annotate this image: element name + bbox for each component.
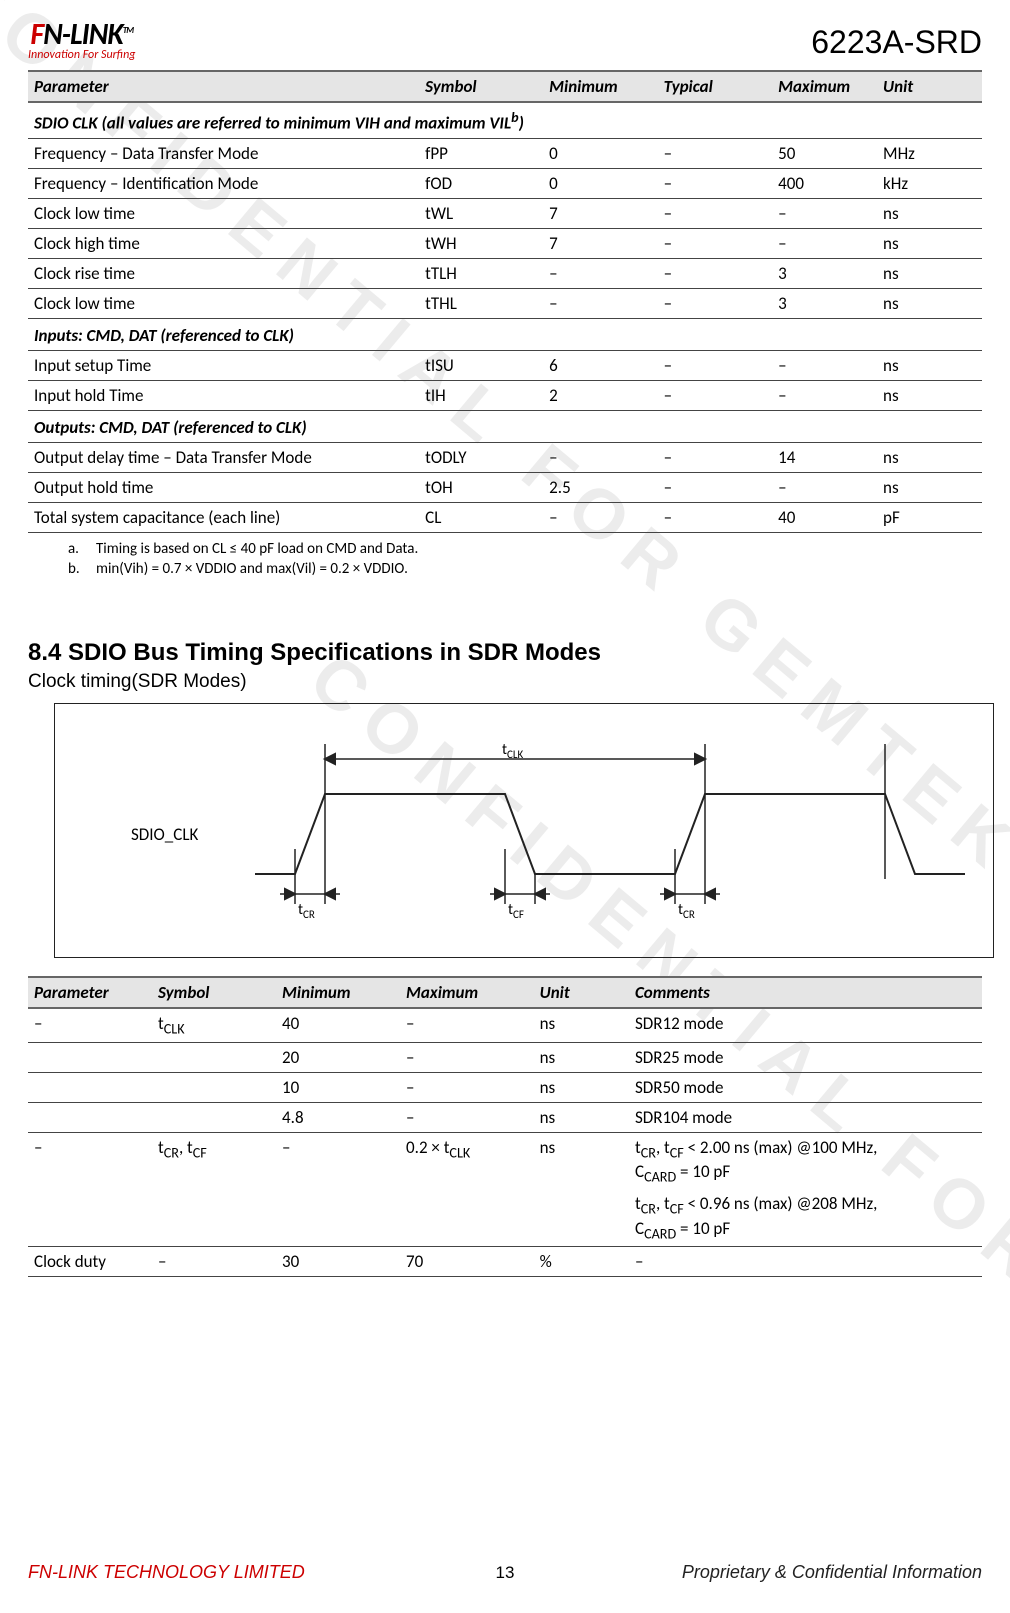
page-header: FN-LINKTM Innovation For Surfing 6223A-S… (28, 20, 982, 62)
table-row: Input hold TimetIH2––ns (28, 380, 982, 410)
timing-svg: tCLK tCR tCF tCR (55, 704, 995, 959)
table-row: Output hold timetOH2.5––ns (28, 472, 982, 502)
col-header: Symbol (419, 71, 543, 102)
table-row: Output delay time – Data Transfer ModetO… (28, 442, 982, 472)
logo-tm: TM (123, 25, 133, 36)
table-row: Clock high timetWH7––ns (28, 228, 982, 258)
table-row: tCR, tCF < 0.96 ns (max) @208 MHz,CCARD … (28, 1189, 982, 1246)
col-header: Parameter (28, 977, 152, 1008)
table1-notes: a.Timing is based on CL ≤ 40 pF load on … (28, 539, 982, 580)
page-footer: FN-LINK TECHNOLOGY LIMITED 13 Proprietar… (28, 1562, 982, 1583)
col-header: Maximum (772, 71, 877, 102)
table-row: Clock low timetTHL––3ns (28, 288, 982, 318)
table-row: Clock duty–3070%– (28, 1247, 982, 1277)
footer-right: Proprietary & Confidential Information (682, 1562, 982, 1583)
table-row: –tCR, tCF–0.2 × tCLKnstCR, tCF < 2.00 ns… (28, 1132, 982, 1189)
logo-tagline: Innovation For Surfing (28, 48, 135, 62)
col-header: Comments (629, 977, 982, 1008)
table-row: Clock rise timetTLH––3ns (28, 258, 982, 288)
logo: FN-LINKTM Innovation For Surfing (28, 20, 135, 62)
doc-title: 6223A-SRD (811, 24, 982, 61)
table-row: Clock low timetWL7––ns (28, 198, 982, 228)
svg-text:tCF: tCF (508, 901, 524, 921)
footnote: a.Timing is based on CL ≤ 40 pF load on … (68, 539, 982, 559)
table-row: –tCLK40–nsSDR12 mode (28, 1008, 982, 1042)
svg-text:tCR: tCR (678, 901, 695, 921)
table-row: 20–nsSDR25 mode (28, 1042, 982, 1072)
section-title: Inputs: CMD, DAT (referenced to CLK) (28, 318, 982, 350)
section-heading-8-4: 8.4 SDIO Bus Timing Specifications in SD… (28, 639, 982, 667)
footnote: b.min(Vih) = 0.7 × VDDIO and max(Vil) = … (68, 559, 982, 579)
col-header: Unit (877, 71, 982, 102)
logo-main: FN-LINKTM (30, 20, 133, 50)
section-subtitle: Clock timing(SDR Modes) (28, 671, 982, 693)
col-header: Minimum (276, 977, 400, 1008)
col-header: Parameter (28, 71, 419, 102)
svg-text:tCLK: tCLK (502, 741, 524, 761)
table-row: Input setup TimetISU6––ns (28, 350, 982, 380)
footer-page-number: 13 (496, 1563, 515, 1583)
col-header: Symbol (152, 977, 276, 1008)
table-row: Frequency – Identification ModefOD0–400k… (28, 168, 982, 198)
col-header: Minimum (543, 71, 657, 102)
table-row: Total system capacitance (each line)CL––… (28, 502, 982, 532)
col-header: Typical (658, 71, 772, 102)
section-title: SDIO CLK (all values are referred to min… (28, 102, 982, 138)
table-row: Frequency – Data Transfer ModefPP0–50MHz (28, 138, 982, 168)
section-title: Outputs: CMD, DAT (referenced to CLK) (28, 410, 982, 442)
spec-table-2: ParameterSymbolMinimumMaximumUnitComment… (28, 976, 982, 1277)
table-row: 10–nsSDR50 mode (28, 1072, 982, 1102)
spec-table-1: ParameterSymbolMinimumTypicalMaximumUnit… (28, 70, 982, 533)
svg-text:tCR: tCR (298, 901, 315, 921)
footer-left: FN-LINK TECHNOLOGY LIMITED (28, 1562, 305, 1583)
col-header: Maximum (400, 977, 534, 1008)
timing-diagram: SDIO_CLK (54, 703, 994, 958)
col-header: Unit (534, 977, 629, 1008)
table-row: 4.8–nsSDR104 mode (28, 1102, 982, 1132)
